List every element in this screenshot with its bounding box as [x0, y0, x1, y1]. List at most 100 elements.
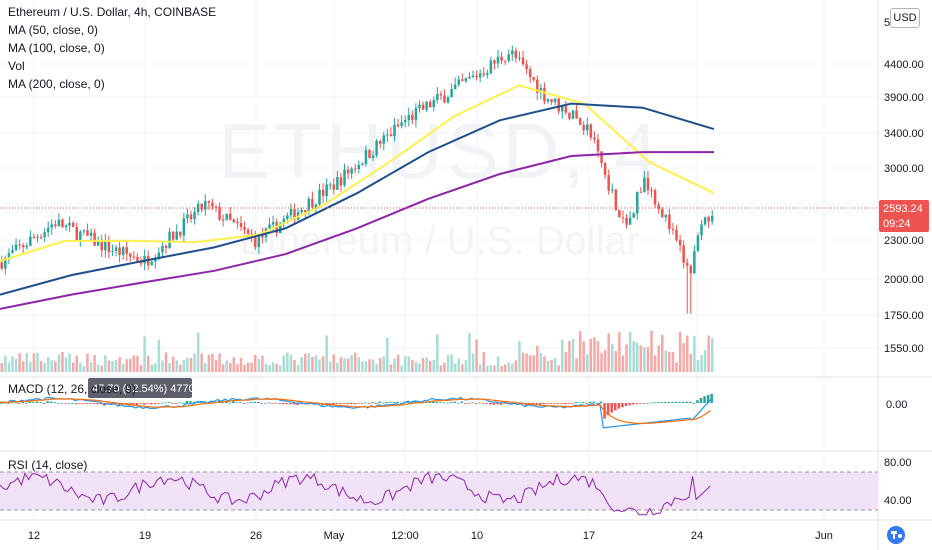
macd-histogram-bar — [246, 402, 249, 404]
macd-histogram-bar — [542, 403, 546, 405]
macd-histogram-bar — [264, 402, 267, 404]
candle-body — [607, 175, 610, 191]
macd-histogram-bar — [528, 403, 531, 404]
macd-histogram-bar — [174, 403, 178, 404]
candle-body — [625, 217, 628, 225]
currency-label: USD — [893, 12, 917, 24]
price-candles[interactable] — [0, 45, 714, 314]
volume-bar — [414, 361, 418, 372]
macd-histogram-bar — [674, 401, 678, 403]
macd-histogram-bar — [685, 401, 688, 403]
macd-histogram-bar — [232, 400, 235, 403]
candle-body — [482, 73, 485, 75]
volume-bar — [621, 355, 625, 372]
volume-bar — [461, 364, 464, 372]
volume-bar — [539, 353, 543, 372]
candle-body — [378, 140, 382, 144]
volume-bar — [693, 336, 696, 372]
macd-histogram-bar — [128, 403, 132, 405]
volume-bar — [271, 362, 275, 372]
macd-histogram-bar — [596, 403, 599, 404]
candle-body — [139, 261, 143, 264]
countdown-value: 09:24 — [883, 218, 911, 230]
macd-histogram-bar — [503, 403, 506, 404]
candle-body — [461, 79, 464, 82]
legend-ma200[interactable]: MA (200, close, 0) — [8, 77, 105, 91]
candle-body — [689, 265, 693, 274]
candle-body — [439, 94, 443, 96]
volume-bar — [678, 331, 682, 372]
volume-bar — [121, 364, 125, 372]
volume-bar — [546, 360, 550, 372]
macd-histogram-bar — [185, 401, 189, 403]
candle-body — [161, 245, 164, 253]
volume-bar — [182, 359, 186, 372]
macd-histogram-bar — [556, 403, 560, 404]
candle-body — [171, 231, 175, 240]
volume-bar — [396, 354, 400, 372]
candle-body — [478, 73, 482, 78]
macd-histogram-bar — [274, 402, 278, 404]
legend-ma100[interactable]: MA (100, close, 0) — [8, 41, 105, 55]
macd-tooltip-text: 47.70 (92.54%) 4770 — [92, 383, 195, 395]
price-axis-label: 2300.00 — [884, 235, 924, 247]
macd-histogram-bar — [92, 403, 96, 404]
legend-ma50[interactable]: MA (50, close, 0) — [8, 23, 99, 37]
candle-body — [325, 184, 328, 197]
candle-body — [79, 231, 82, 241]
tradingview-logo[interactable] — [887, 526, 905, 544]
time-axis-label: Jun — [815, 530, 833, 542]
macd-histogram-bar — [17, 403, 21, 404]
candle-body — [318, 189, 321, 205]
macd-histogram-bar — [664, 402, 667, 403]
volume-bar — [557, 365, 560, 372]
macd-histogram-bar — [531, 403, 535, 405]
candle-body — [403, 119, 407, 123]
macd-histogram-bar — [703, 396, 706, 403]
macd-histogram-bar — [160, 402, 164, 404]
volume-bar — [296, 365, 300, 372]
candle-body — [368, 150, 371, 159]
volume-bar — [425, 357, 428, 372]
candle-body — [61, 219, 64, 228]
volume-bar — [646, 347, 650, 372]
candle-body — [643, 177, 646, 193]
moving-averages — [0, 84, 715, 310]
volume-bar — [475, 339, 478, 372]
candle-body — [621, 217, 625, 219]
volume-bar — [154, 363, 157, 372]
candle-body — [225, 213, 228, 220]
legend-vol[interactable]: Vol — [8, 59, 25, 73]
time-axis-label: 17 — [583, 530, 595, 542]
volume-bar — [371, 359, 375, 372]
volume-bar — [75, 355, 79, 372]
macd-histogram-bar — [85, 403, 89, 404]
currency-button[interactable]: USD — [890, 8, 920, 28]
volume-bar — [243, 364, 246, 372]
volume-bars — [0, 330, 714, 372]
macd-histogram-bar — [489, 403, 492, 405]
volume-bar — [200, 353, 203, 372]
volume-bar — [468, 332, 471, 372]
candle-body — [678, 239, 682, 246]
signal-line — [0, 398, 711, 424]
volume-bar — [171, 356, 175, 372]
volume-bar — [564, 352, 568, 372]
candle-body — [89, 232, 93, 236]
volume-bar — [643, 347, 646, 372]
volume-bar — [660, 334, 664, 372]
candle-body — [418, 104, 421, 109]
candle-body — [386, 134, 389, 136]
candle-body — [557, 98, 560, 112]
candle-body — [114, 247, 118, 252]
candle-body — [525, 64, 528, 70]
candle-body — [425, 101, 428, 110]
candle-body — [593, 137, 596, 140]
volume-bar — [382, 356, 386, 372]
candle-body — [246, 229, 250, 234]
volume-bar — [204, 363, 207, 372]
volume-bar — [682, 343, 685, 372]
candle-body — [514, 50, 518, 59]
candle-body — [189, 214, 193, 220]
